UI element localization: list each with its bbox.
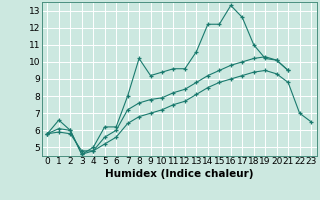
X-axis label: Humidex (Indice chaleur): Humidex (Indice chaleur) — [105, 169, 253, 179]
